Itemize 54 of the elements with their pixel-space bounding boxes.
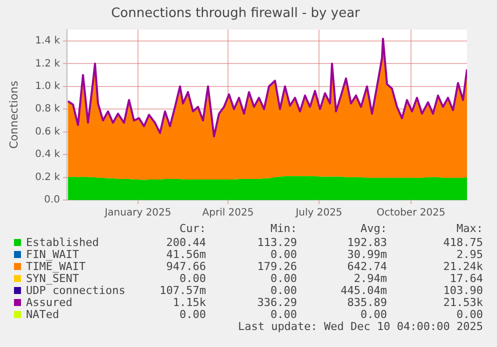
- text: 103.90: [443, 284, 483, 297]
- y-tick-label: 0.6 k: [35, 126, 60, 138]
- text: 200.44: [166, 236, 206, 249]
- text: Last update: Wed Dec 10 04:00:00 2025: [238, 320, 483, 333]
- text: 0.00: [360, 308, 387, 321]
- y-tick-label: 1.2 k: [35, 58, 60, 70]
- x-tick-label: January 2025: [104, 208, 172, 219]
- text: 21.24k: [443, 260, 483, 273]
- y-tick-label: 0.4 k: [35, 149, 60, 160]
- legend-label: UDP connections: [26, 284, 126, 297]
- legend-label: FIN_WAIT: [26, 248, 79, 261]
- y-axis-title: Connections: [7, 80, 20, 149]
- text: Max:: [456, 222, 483, 235]
- text: 107.57m: [160, 284, 206, 297]
- text: 1.15k: [172, 296, 206, 309]
- text: 445.04m: [340, 284, 387, 297]
- text: 192.83: [347, 236, 387, 249]
- text: 947.66: [166, 260, 206, 273]
- text: 0.00: [270, 284, 297, 297]
- y-tick-label: 0.0: [44, 194, 60, 206]
- text: 0.00: [180, 272, 206, 285]
- text: 2.95: [456, 248, 483, 261]
- text: 642.74: [347, 260, 387, 273]
- text: Cur:: [180, 222, 206, 235]
- legend-label: Assured: [26, 296, 72, 309]
- y-tick-label: 1.0 k: [35, 80, 60, 92]
- text: 30.99m: [347, 248, 387, 261]
- text: 113.29: [257, 236, 297, 249]
- legend-label: SYN_SENT: [26, 272, 79, 285]
- y-tick-label: 0.2 k: [35, 172, 60, 183]
- text: 418.75: [443, 236, 483, 249]
- legend-label: TIME_WAIT: [26, 260, 86, 273]
- text: 0.00: [270, 248, 297, 261]
- text: 179.26: [257, 260, 297, 273]
- y-tick-label: 0.8 k: [35, 104, 60, 115]
- text: 17.64: [450, 272, 483, 285]
- x-tick-label: October 2025: [376, 208, 446, 219]
- text: Avg:: [360, 222, 387, 235]
- text: 2.94m: [354, 272, 387, 285]
- text: 835.89: [347, 296, 387, 309]
- legend-label: Established: [26, 236, 99, 249]
- x-tick-label: April 2025: [202, 208, 254, 219]
- text: 0.00: [270, 272, 297, 285]
- text: 0.00: [456, 308, 483, 321]
- text: 0.00: [180, 308, 206, 321]
- text: 41.56m: [166, 248, 206, 261]
- text: Min:: [270, 222, 297, 235]
- text: 0.00: [270, 308, 297, 321]
- chart-title: Connections through firewall - by year: [111, 6, 361, 22]
- legend-label: NATed: [26, 308, 60, 321]
- y-tick-label: 1.4 k: [35, 36, 60, 47]
- x-tick-label: July 2025: [294, 208, 342, 219]
- text: 336.29: [257, 296, 297, 309]
- text: 21.53k: [443, 296, 483, 309]
